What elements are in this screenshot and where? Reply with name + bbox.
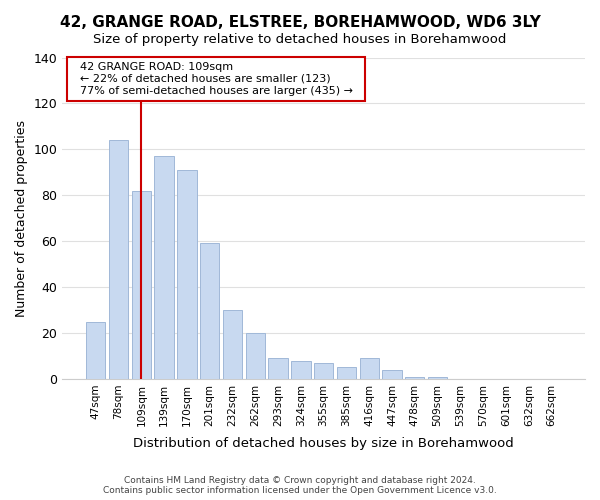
Bar [245, 333, 265, 379]
Bar [382, 370, 402, 379]
Bar [314, 363, 334, 379]
X-axis label: Distribution of detached houses by size in Borehamwood: Distribution of detached houses by size … [133, 437, 514, 450]
Bar [359, 358, 379, 379]
Bar [177, 170, 197, 379]
Bar [223, 310, 242, 379]
Text: 42, GRANGE ROAD, ELSTREE, BOREHAMWOOD, WD6 3LY: 42, GRANGE ROAD, ELSTREE, BOREHAMWOOD, W… [59, 15, 541, 30]
Y-axis label: Number of detached properties: Number of detached properties [15, 120, 28, 316]
Bar [337, 368, 356, 379]
Bar [428, 376, 447, 379]
Bar [86, 322, 106, 379]
Bar [405, 376, 424, 379]
Bar [291, 360, 311, 379]
Bar [200, 244, 220, 379]
Text: 42 GRANGE ROAD: 109sqm
  ← 22% of detached houses are smaller (123)
  77% of sem: 42 GRANGE ROAD: 109sqm ← 22% of detached… [73, 62, 360, 96]
Bar [109, 140, 128, 379]
Bar [154, 156, 174, 379]
Text: Size of property relative to detached houses in Borehamwood: Size of property relative to detached ho… [94, 32, 506, 46]
Text: Contains HM Land Registry data © Crown copyright and database right 2024.
Contai: Contains HM Land Registry data © Crown c… [103, 476, 497, 495]
Bar [268, 358, 288, 379]
Bar [131, 190, 151, 379]
